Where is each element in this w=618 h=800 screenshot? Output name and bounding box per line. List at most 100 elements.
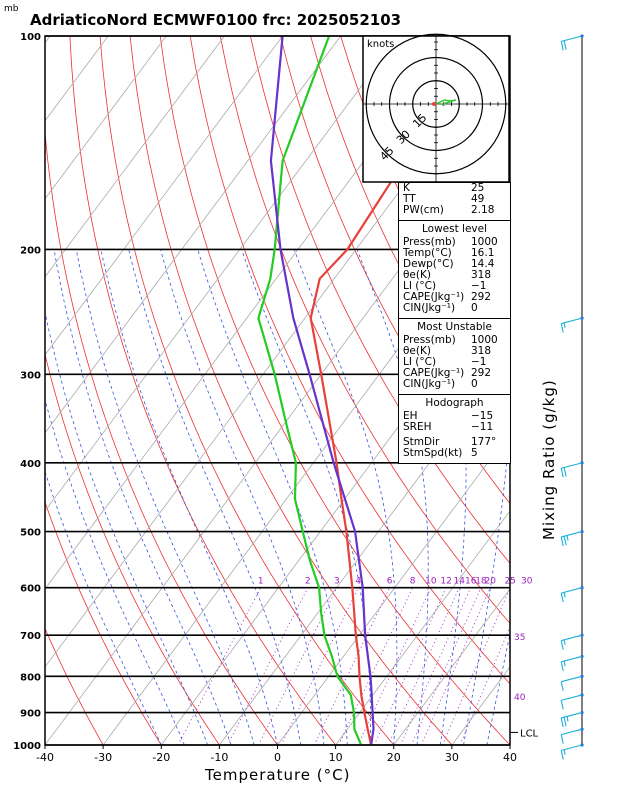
wind-barb-flag [563,536,567,546]
x-tick-label: 40 [503,751,517,764]
x-tick-label: -10 [210,751,228,764]
wind-barb-flag [560,640,564,650]
wind-barb [561,531,583,538]
moist-adiabat [53,249,232,745]
indices-panel: K 25 TT 49 PW(cm) 2.18 Lowest level Press(m… [398,182,511,464]
dry-adiabat [45,127,278,745]
wind-barb-flag [560,468,564,478]
mixing-ratio-label: 18 [475,577,487,587]
hodograph-index-row: SREH −11 [403,421,494,433]
lowest-level-row: Temp(°C) 16.1 [403,247,495,259]
wind-barb-half-flag [563,749,566,755]
pressure-tick-label: 700 [20,631,41,642]
dry-adiabat [45,352,220,745]
wind-barb-flag [560,41,564,51]
mixing-ratio-line [313,587,391,745]
dry-adiabat [611,36,618,745]
wind-barb [561,675,583,683]
isotherm [393,588,510,745]
mixing-ratio-line [227,587,309,745]
wind-barb-half-flag [563,592,566,598]
temperature-profile [309,36,487,745]
pressure-tick-label: 900 [20,709,41,720]
dry-adiabat [581,36,618,745]
mixing-ratio-line [399,587,472,745]
most-unstable-row: CAPE(Jkg⁻¹) 292 [403,367,492,379]
wind-barb [561,317,583,325]
isotherm [45,36,225,278]
dry-adiabat [551,36,618,745]
wind-barb-flag [560,661,564,671]
isotherm [335,510,510,745]
mixing-ratio-line [177,587,262,745]
x-tick-label: -30 [94,751,112,764]
most-unstable-row: θe(K) 318 [403,345,492,357]
mixing-ratio-line [357,587,432,745]
wind-barb-half-flag [563,639,566,645]
storm-motion-row: StmSpd(kt) 5 [403,447,478,459]
wind-barb-flag [560,750,564,760]
pressure-tick-label: 500 [20,528,41,539]
mixing-ratio-line [459,625,510,745]
moist-adiabat [160,249,325,745]
dry-adiabat [280,36,510,505]
mixing-ratio-line [410,587,482,745]
mixing-ratio-line [280,587,359,745]
hodograph-units: knots [367,39,394,50]
pressure-tick-label: 100 [20,32,41,43]
lowest-level-row: Dewp(°C) 14.4 [403,258,495,270]
mixing-ratio-axis-label: Mixing Ratio (g/kg) [540,379,558,540]
moist-adiabat [197,249,348,745]
x-axis-label: Temperature (°C) [205,766,351,784]
moist-adiabat [45,470,162,745]
dry-adiabat [159,36,510,745]
storm-motion-row: StmDir 177° [403,436,497,448]
wind-barb [561,462,583,469]
dry-adiabat [45,627,104,745]
lowest-level-row: θe(K) 318 [403,269,492,281]
mixing-ratio-line [338,587,414,745]
parcel-profile [269,36,375,745]
pressure-tick-label: 400 [20,459,41,470]
wind-barb-half-flag [566,716,569,722]
x-tick-label: 10 [329,751,343,764]
pressure-unit: mb [4,4,19,14]
wind-barb [561,694,583,701]
wind-barb-flag [560,592,564,603]
isotherm [45,36,283,356]
lowest-level-title: Lowest level [399,220,510,237]
mixing-ratio-label: 40 [514,693,526,703]
mixing-ratio-label: 16 [465,577,477,587]
mixing-ratio-label: 20 [485,577,497,587]
mixing-ratio-label: 2 [305,577,311,587]
lowest-level-row: LI (°C) −1 [403,280,487,292]
wind-barb [561,655,583,663]
wind-barb [561,587,583,594]
wind-barb [561,634,583,642]
hodograph-index-row: EH −15 [403,410,494,422]
dry-adiabat [45,500,162,745]
x-tick-label: 30 [445,751,459,764]
mixing-ratio-label: 10 [425,577,437,587]
dry-adiabat [189,36,510,685]
wind-barb-flag [560,717,564,728]
lowest-level-row: CIN(Jkg⁻¹) 0 [403,302,478,314]
moist-adiabat [45,398,185,745]
mixing-ratio-label: 35 [514,633,525,643]
dewpoint-profile [257,36,363,745]
wind-barb [561,35,583,42]
isotherm [45,36,342,434]
mixing-ratio-label: 1 [258,577,264,587]
isotherm [45,36,167,200]
mixing-ratio-line [257,587,338,745]
index-pw: PW(cm) 2.18 [403,204,495,216]
wind-barb-flag [560,700,564,710]
mixing-ratio-label: 30 [521,577,533,587]
wind-barb-flag [563,40,567,50]
pressure-tick-label: 1000 [13,741,41,752]
hodograph-trace [435,99,457,106]
x-tick-label: 20 [387,751,401,764]
wind-barb-flag [560,681,564,691]
dry-adiabat [250,36,510,564]
